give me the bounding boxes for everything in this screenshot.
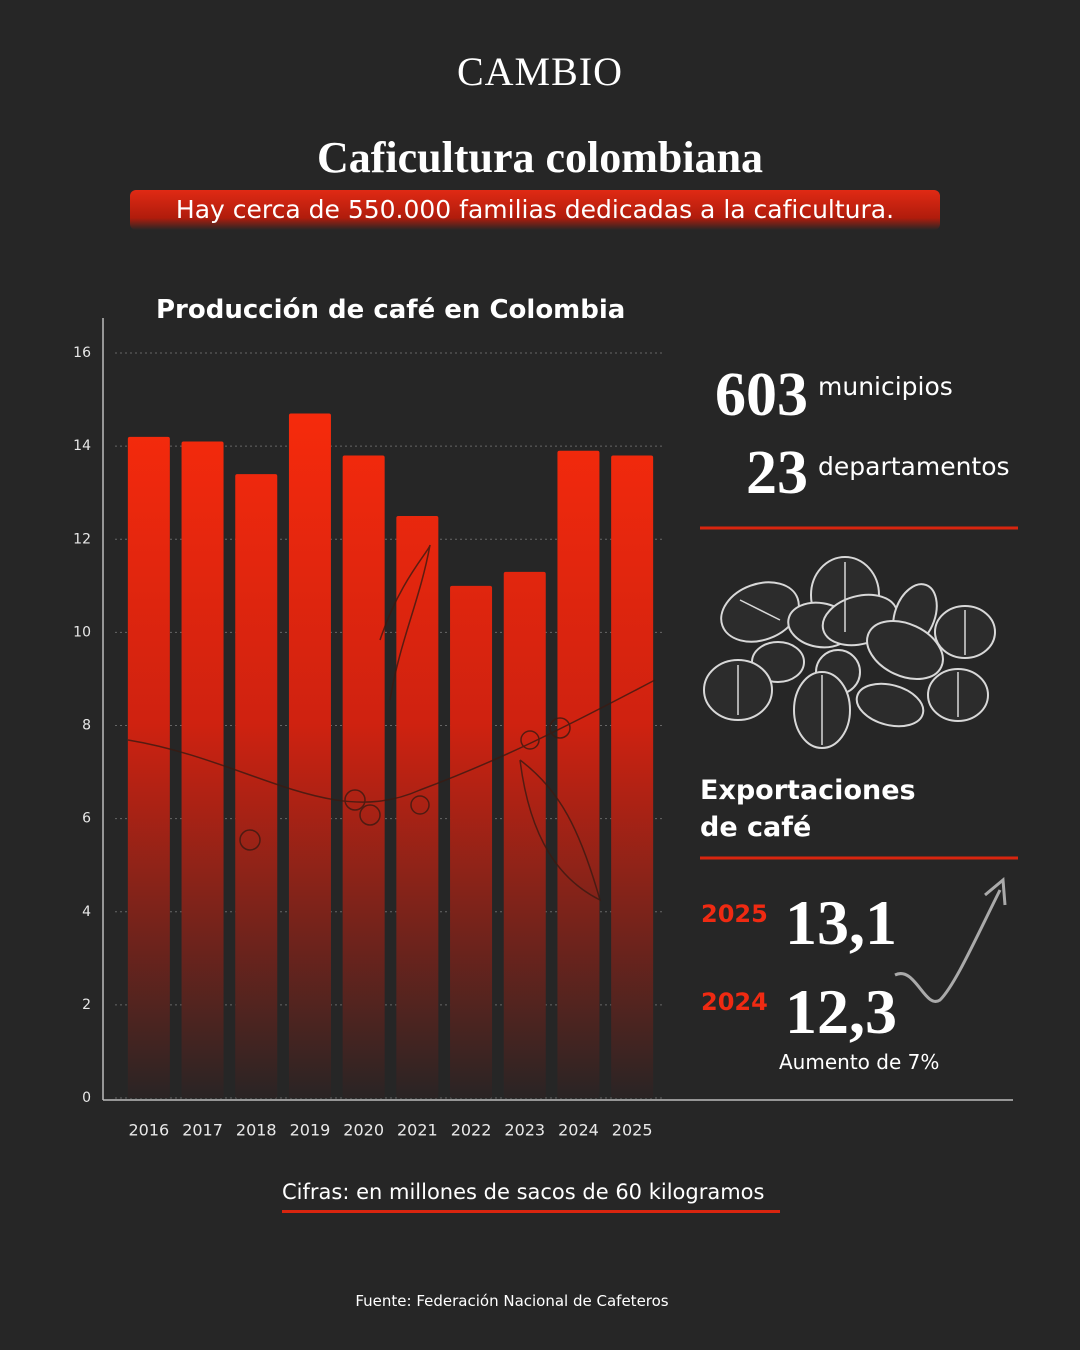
- y-tick-label: 10: [73, 624, 91, 640]
- bar: [557, 450, 600, 1098]
- bar: [288, 413, 331, 1098]
- trend-arrow: [894, 876, 1007, 1003]
- stat-number: 23: [746, 439, 808, 507]
- export-value: 13,1: [785, 887, 897, 958]
- stat-label: departamentos: [818, 452, 1010, 481]
- x-tick-label: 2018: [236, 1121, 277, 1140]
- x-tick-label: 2025: [612, 1121, 653, 1140]
- source: Fuente: Federación Nacional de Cafeteros: [355, 1292, 669, 1310]
- chart-note: Cifras: en millones de sacos de 60 kilog…: [282, 1180, 780, 1213]
- bar: [235, 474, 278, 1098]
- subtitle: Hay cerca de 550.000 familias dedicadas …: [130, 190, 940, 230]
- bar: [181, 441, 224, 1098]
- bar: [503, 571, 546, 1098]
- x-tick-label: 2023: [504, 1121, 545, 1140]
- x-tick-label: 2022: [451, 1121, 492, 1140]
- chart-title: Producción de café en Colombia: [156, 295, 626, 325]
- export-value: 12,3: [785, 976, 897, 1047]
- y-tick-label: 14: [73, 438, 91, 454]
- x-tick-label: 2020: [343, 1121, 384, 1140]
- title: Caficultura colombiana: [316, 133, 764, 182]
- y-tick-label: 16: [73, 345, 91, 361]
- export-year: 2024: [701, 988, 768, 1016]
- stat-number: 603: [715, 361, 808, 429]
- y-tick-label: 2: [82, 997, 91, 1013]
- y-tick-label: 12: [73, 531, 91, 547]
- bar: [127, 436, 170, 1098]
- x-tick-label: 2016: [128, 1121, 169, 1140]
- y-tick-label: 6: [82, 811, 91, 827]
- x-tick-label: 2024: [558, 1121, 599, 1140]
- y-tick-label: 4: [82, 904, 91, 920]
- bar: [396, 515, 439, 1098]
- y-tick-label: 8: [82, 718, 91, 734]
- coffee-beans-illustration: [703, 556, 996, 749]
- export-year: 2025: [701, 900, 768, 928]
- bar: [342, 455, 385, 1098]
- y-tick-label: 0: [82, 1090, 91, 1106]
- x-tick-label: 2017: [182, 1121, 223, 1140]
- export-change: Aumento de 7%: [779, 1050, 940, 1074]
- brand: CAMBIO: [456, 49, 624, 94]
- bar: [450, 585, 493, 1098]
- exports-title: Exportaciones de café: [700, 775, 916, 843]
- bar: [611, 455, 654, 1098]
- stat-label: municipios: [818, 372, 953, 401]
- branch-illustration: [127, 544, 656, 902]
- x-tick-label: 2019: [290, 1121, 331, 1140]
- x-tick-label: 2021: [397, 1121, 438, 1140]
